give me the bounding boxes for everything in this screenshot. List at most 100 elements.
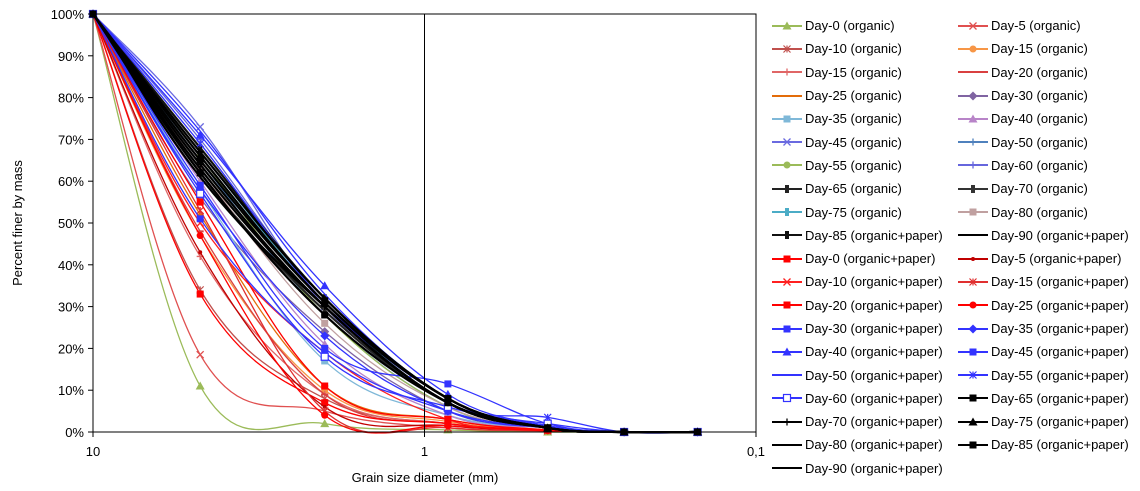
legend-label: Day-70 (organic+paper) xyxy=(805,414,943,430)
legend-item: Day-35 (organic+paper) xyxy=(958,317,1140,340)
data-point xyxy=(782,347,792,356)
data-point xyxy=(969,394,977,402)
legend-swatch xyxy=(772,443,802,446)
y-tick-label: 10% xyxy=(58,383,84,398)
data-point xyxy=(969,441,977,449)
data-point xyxy=(969,301,977,309)
legend-label: Day-80 (organic) xyxy=(991,204,1088,220)
legend-item: Day-50 (organic) xyxy=(958,130,1140,153)
legend-swatch xyxy=(958,21,988,30)
y-tick-label: 60% xyxy=(58,174,84,189)
data-point xyxy=(969,138,977,146)
data-point xyxy=(783,418,791,426)
legend-item: Day-70 (organic+paper) xyxy=(772,410,958,433)
legend-label: Day-10 (organic) xyxy=(805,41,902,57)
y-tick-label: 90% xyxy=(58,49,84,64)
data-point xyxy=(321,357,329,365)
legend-swatch xyxy=(772,115,802,123)
legend-label: Day-70 (organic) xyxy=(991,181,1088,197)
x-tick-label: 0,1 xyxy=(747,444,765,459)
x-tick-label: 10 xyxy=(86,444,100,459)
legend-label: Day-45 (organic) xyxy=(805,134,902,150)
data-point xyxy=(971,184,975,193)
data-point xyxy=(196,290,204,298)
data-point xyxy=(969,371,977,380)
data-point xyxy=(320,331,330,341)
legend-label: Day-65 (organic+paper) xyxy=(991,390,1129,406)
legend-item: Day-15 (organic) xyxy=(958,37,1140,60)
data-point xyxy=(196,122,205,131)
legend-label: Day-45 (organic+paper) xyxy=(991,344,1129,360)
legend-item: Day-70 (organic) xyxy=(958,177,1140,200)
data-point xyxy=(783,115,791,123)
legend-swatch xyxy=(772,394,802,403)
y-tick-label: 30% xyxy=(58,300,84,315)
legend-label: Day-35 (organic) xyxy=(805,111,902,127)
legend-label: Day-0 (organic+paper) xyxy=(805,251,936,267)
data-point xyxy=(785,231,789,240)
legend-label: Day-35 (organic+paper) xyxy=(991,321,1129,336)
data-point xyxy=(969,208,977,216)
legend-swatch xyxy=(772,208,802,217)
data-point xyxy=(783,161,791,169)
data-point xyxy=(196,169,204,177)
data-point xyxy=(321,411,329,419)
legend-label: Day-15 (organic) xyxy=(991,41,1088,57)
legend-swatch xyxy=(958,45,988,53)
legend-label: Day-75 (organic+paper) xyxy=(991,414,1129,430)
x-axis-ticks: 10 1 0,1 xyxy=(86,432,765,459)
legend-swatch xyxy=(958,277,988,286)
legend-item: Day-85 (organic+paper) xyxy=(772,224,958,247)
legend-item: Day-20 (organic) xyxy=(958,61,1140,84)
legend-swatch xyxy=(958,417,988,426)
legend-swatch xyxy=(958,184,988,193)
y-axis-ticks: 0% 10% 20% 30% 40% 50% 60% 70% 80% 90% 100% xyxy=(51,7,93,440)
legend-item: Day-55 (organic+paper) xyxy=(958,363,1140,386)
legend-label: Day-20 (organic+paper) xyxy=(805,297,943,313)
y-axis-title: Percent finer by mass xyxy=(10,160,25,286)
legend-label: Day-60 (organic) xyxy=(991,157,1088,173)
data-point xyxy=(196,181,204,189)
y-tick-label: 20% xyxy=(58,341,84,356)
legend-swatch xyxy=(958,71,988,74)
legend-item: Day-50 (organic+paper) xyxy=(772,363,958,386)
legend: Day-0 (organic) Day-5 (organic) Day-10 (or… xyxy=(772,14,1140,480)
legend-swatch xyxy=(772,68,802,76)
legend-swatch xyxy=(772,161,802,169)
data-point xyxy=(783,138,791,147)
legend-swatch xyxy=(772,231,802,240)
legend-item: Day-10 (organic) xyxy=(772,37,958,60)
y-tick-label: 50% xyxy=(58,216,84,231)
legend-item: Day-0 (organic) xyxy=(772,14,958,37)
data-point xyxy=(783,255,791,263)
legend-swatch xyxy=(958,138,988,146)
legend-item: Day-25 (organic) xyxy=(772,84,958,107)
y-tick-label: 70% xyxy=(58,132,84,147)
legend-swatch xyxy=(958,348,988,356)
legend-swatch xyxy=(958,324,988,333)
legend-swatch xyxy=(958,301,988,309)
data-point xyxy=(321,349,329,357)
data-point xyxy=(783,68,791,76)
data-point xyxy=(320,281,330,290)
data-point xyxy=(195,130,205,139)
y-tick-label: 100% xyxy=(51,7,85,22)
legend-item: Day-15 (organic) xyxy=(772,61,958,84)
legend-label: Day-30 (organic+paper) xyxy=(805,321,943,336)
legend-item: Day-0 (organic+paper) xyxy=(772,247,958,270)
legend-swatch xyxy=(772,138,802,147)
legend-item: Day-25 (organic+paper) xyxy=(958,294,1140,317)
legend-item: Day-30 (organic) xyxy=(958,84,1140,107)
data-point xyxy=(322,404,327,409)
legend-item: Day-5 (organic+paper) xyxy=(958,247,1140,270)
data-point xyxy=(196,139,205,148)
legend-swatch xyxy=(958,256,988,261)
data-point xyxy=(969,45,977,53)
legend-swatch xyxy=(958,441,988,449)
legend-item: Day-5 (organic) xyxy=(958,14,1140,37)
legend-label: Day-5 (organic) xyxy=(991,18,1081,34)
legend-swatch xyxy=(772,301,802,309)
legend-swatch xyxy=(772,184,802,193)
legend-item: Day-40 (organic+paper) xyxy=(772,340,958,363)
legend-item: Day-80 (organic) xyxy=(958,200,1140,223)
